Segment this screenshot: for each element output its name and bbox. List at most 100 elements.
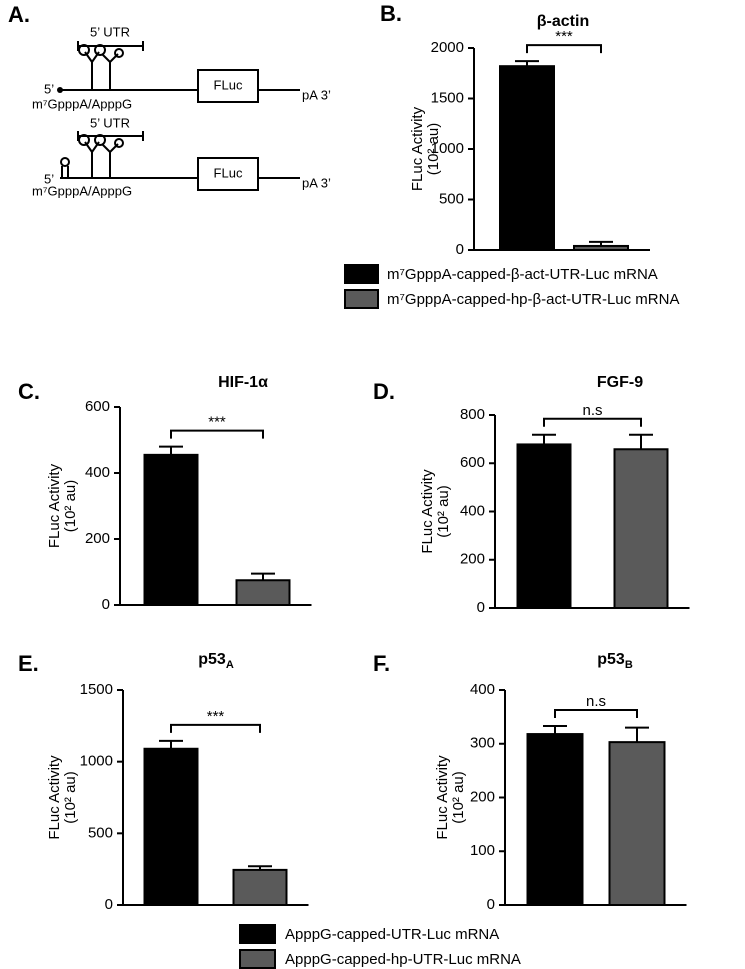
y-tick-label: 0 xyxy=(102,596,110,613)
y-tick-label: 0 xyxy=(487,896,495,913)
error-bar xyxy=(159,445,183,455)
y-axis-label: FLuc Activity xyxy=(434,755,451,840)
y-tick-label: 500 xyxy=(88,824,113,841)
y-tick-label: 400 xyxy=(470,681,495,698)
significance-label: *** xyxy=(555,28,573,45)
cap-label: m⁷GpppA/ApppG xyxy=(32,96,132,111)
legend-swatch xyxy=(239,949,276,969)
y-tick-label: 400 xyxy=(85,464,110,481)
legend-label: m⁷GpppA-capped-hp-β-act-UTR-Luc mRNA xyxy=(387,291,679,308)
legend-swatch xyxy=(239,924,276,944)
y-tick-label: 0 xyxy=(105,896,113,913)
significance-bracket xyxy=(526,44,602,54)
y-tick-label: 300 xyxy=(470,735,495,752)
y-axis-label: (10² au) xyxy=(62,480,79,533)
bar xyxy=(232,868,288,907)
legend-swatch xyxy=(344,289,379,309)
cap-end: 5’ xyxy=(44,171,54,186)
construct: 5’ UTR 5’ m⁷GpppA/ApppG FLuc pA 3’ xyxy=(32,115,331,198)
y-axis-label: (10² au) xyxy=(62,771,79,824)
y-tick-label: 1500 xyxy=(431,89,464,106)
bar xyxy=(516,443,572,609)
significance-label: n.s xyxy=(582,402,602,419)
significance-label: *** xyxy=(208,414,226,431)
error-bar xyxy=(543,725,567,735)
chart-panel: F. p53B FLuc Activity (10² au) 0 100 200 300 400… xyxy=(373,651,687,913)
y-axis-label: FLuc Activity xyxy=(46,463,63,548)
y-tick-label: 1500 xyxy=(80,681,113,698)
panel-label: C. xyxy=(18,379,40,404)
y-tick-label: 1000 xyxy=(80,753,113,770)
y-axis-label: (10² au) xyxy=(450,771,467,824)
utr-label: 5’ UTR xyxy=(90,24,130,39)
panel-label: F. xyxy=(373,651,390,676)
significance-bracket xyxy=(170,723,261,733)
legend-label: m⁷GpppA-capped-β-act-UTR-Luc mRNA xyxy=(387,266,658,283)
construct: 5’ UTR 5’ m⁷GpppA/ApppG FLuc pA 3’ xyxy=(32,24,331,111)
y-tick-label: 0 xyxy=(477,599,485,616)
y-axis-label: FLuc Activity xyxy=(419,469,436,554)
y-axis-label: FLuc Activity xyxy=(409,106,426,191)
y-tick-label: 2000 xyxy=(431,39,464,56)
chart-title: HIF-1α xyxy=(218,374,268,391)
chart-title: FGF-9 xyxy=(597,374,643,391)
panel-label: A. xyxy=(8,2,30,27)
bar xyxy=(573,244,629,252)
error-bar xyxy=(251,572,275,581)
title-subscript: A xyxy=(226,659,234,671)
y-tick-label: 600 xyxy=(460,454,485,471)
y-tick-label: 800 xyxy=(460,406,485,423)
significance-bracket xyxy=(554,709,638,719)
error-bar xyxy=(248,865,272,870)
chart-panel: C. HIF-1α FLuc Activity (10² au) 0 200 400 600 *… xyxy=(18,374,312,613)
y-tick-label: 400 xyxy=(460,502,485,519)
bar xyxy=(235,579,291,606)
utr-label: 5’ UTR xyxy=(90,115,130,130)
y-tick-label: 200 xyxy=(460,551,485,568)
legend: ApppG-capped-UTR-Luc mRNA ApppG-capped-hp… xyxy=(239,924,521,969)
error-bar xyxy=(532,433,556,445)
error-bar xyxy=(515,60,539,67)
significance-label: n.s xyxy=(586,693,606,710)
orf-label: FLuc xyxy=(214,77,243,92)
y-axis-label: (10² au) xyxy=(425,123,442,176)
y-axis-label: FLuc Activity xyxy=(46,755,63,840)
y-tick-label: 0 xyxy=(456,241,464,258)
error-bar xyxy=(159,739,183,749)
panel-label: B. xyxy=(380,1,402,26)
cap-end: 5’ xyxy=(44,81,54,96)
chart-panel: D. FGF-9 FLuc Activity (10² au) 0 200 400 600 80… xyxy=(373,374,690,616)
error-bar xyxy=(629,433,653,450)
error-bar xyxy=(625,726,649,743)
tail-label: pA 3’ xyxy=(302,175,331,190)
chart-title: p53B xyxy=(597,651,633,671)
orf-label: FLuc xyxy=(214,165,243,180)
bar xyxy=(143,453,199,606)
chart-panel: B. β-actin FLuc Activity (10² au) 0 500 1000 15… xyxy=(344,1,679,309)
bar xyxy=(143,747,199,906)
tail-label: pA 3’ xyxy=(302,87,331,102)
chart-title: β-actin xyxy=(537,13,589,30)
panel-label: E. xyxy=(18,651,39,676)
bar xyxy=(526,733,584,907)
significance-bracket xyxy=(543,417,642,427)
y-tick-label: 200 xyxy=(85,530,110,547)
significance-bracket xyxy=(170,429,264,439)
significance-label: *** xyxy=(207,708,225,725)
cap-label: m⁷GpppA/ApppG xyxy=(32,183,132,198)
bar xyxy=(608,741,666,907)
legend-label: ApppG-capped-hp-UTR-Luc mRNA xyxy=(285,951,521,968)
panel-label: D. xyxy=(373,379,395,404)
y-tick-label: 200 xyxy=(470,788,495,805)
y-tick-label: 500 xyxy=(439,190,464,207)
y-axis-label: (10² au) xyxy=(435,485,452,538)
legend-swatch xyxy=(344,264,379,284)
y-tick-label: 600 xyxy=(85,398,110,415)
chart-panel: E. p53A FLuc Activity (10² au) 0 500 1000 1500 *… xyxy=(18,651,309,913)
diagram: A. 5’ UTR 5’ m⁷GpppA/ApppG FLuc pA 3’ 5’… xyxy=(8,2,331,199)
legend-label: ApppG-capped-UTR-Luc mRNA xyxy=(285,926,499,943)
bar xyxy=(499,65,555,252)
title-subscript: B xyxy=(625,659,633,671)
error-bar xyxy=(589,240,613,246)
